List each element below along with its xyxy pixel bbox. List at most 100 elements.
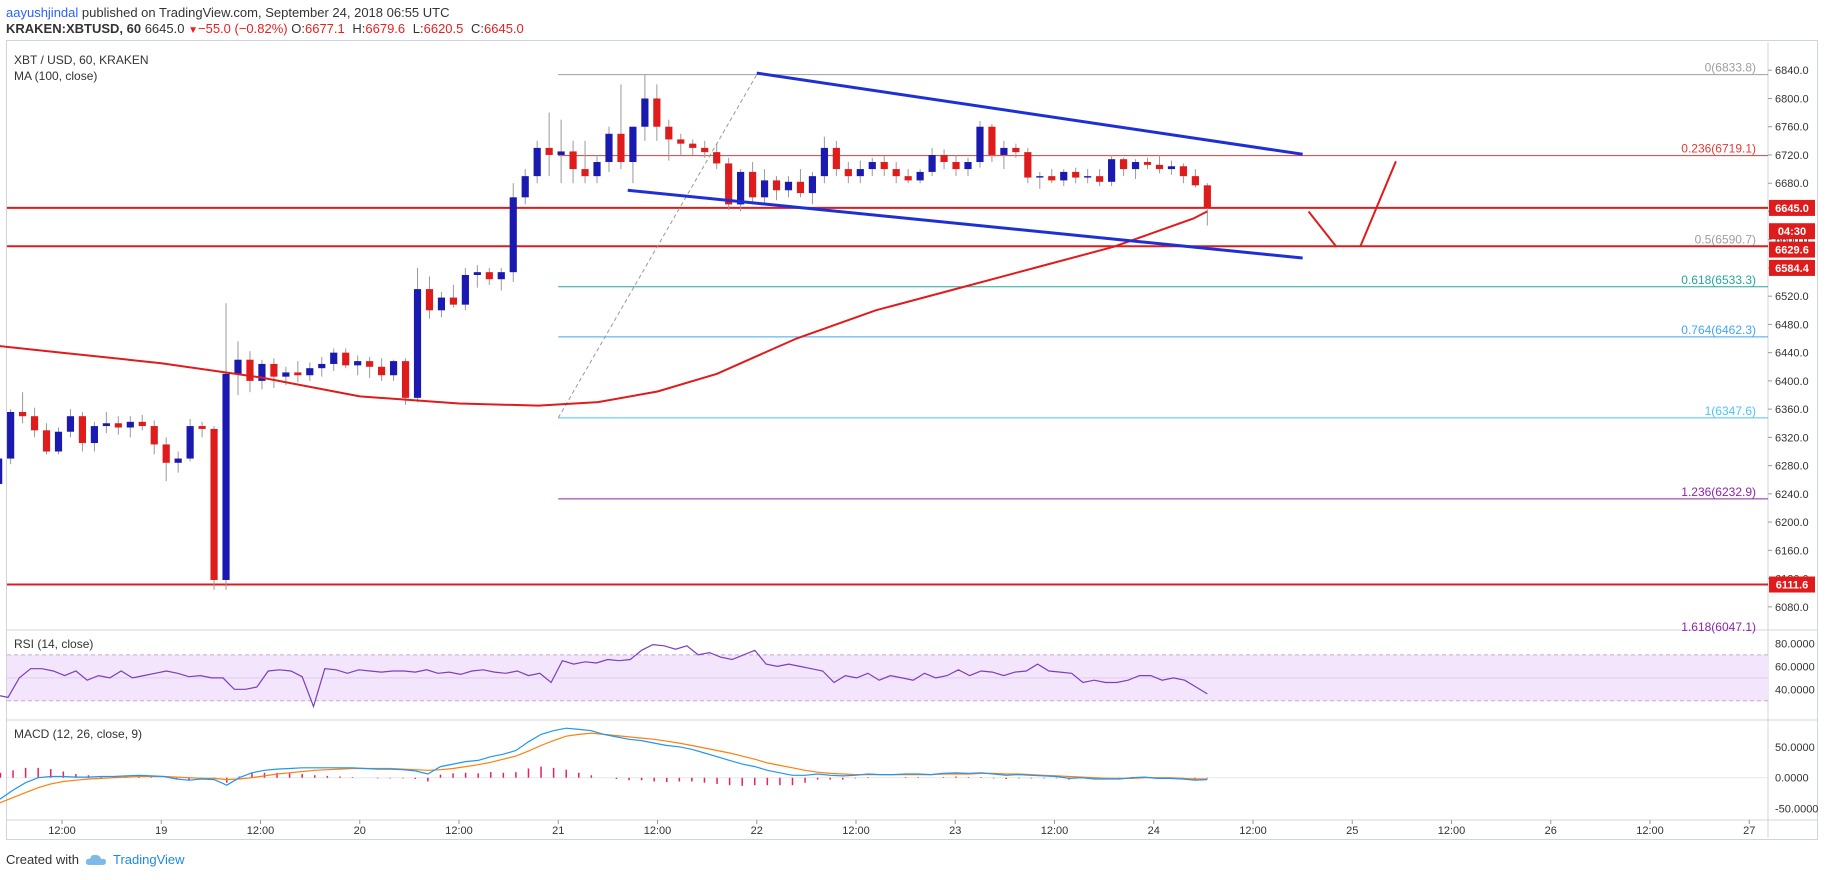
rsi-tick-label: 40.0000 [1775,684,1815,696]
candle-body [222,373,230,580]
tradingview-cloud-icon [85,854,106,865]
candle-body [246,359,254,381]
fib-level-label: 1(6347.6) [1705,404,1756,418]
close-label: C: [471,21,484,36]
candle-body [796,181,805,194]
x-tick-label: 23 [949,825,961,837]
candle-body [1203,185,1211,208]
price-axis-tag-label: 6645.0 [1775,203,1809,215]
candle-body [234,359,242,374]
candle-body [437,297,446,311]
candle-body [617,133,625,163]
fib-level-label: 0.236(6719.1) [1681,142,1756,156]
price-axis-tag [1769,199,1815,216]
candle-body [880,162,888,170]
y-tick-label: 6800.0 [1775,93,1809,105]
y-tick-label: 6520.0 [1775,291,1809,303]
x-tick-label: 19 [155,825,167,837]
y-tick-label: 6160.0 [1775,545,1809,557]
candle-body [820,147,828,177]
candle-body [54,431,63,452]
candle-body [42,430,51,452]
macd-tick-label: 0.0000 [1775,773,1809,785]
candle-body [629,126,637,163]
candle-body [748,171,757,198]
candle-body [713,152,721,164]
candle-body [0,458,3,484]
tradingview-brand[interactable]: TradingView [112,852,185,867]
candle-body [162,444,170,463]
macd-label: MACD (12, 26, close, 9) [14,727,142,741]
candle-body [342,352,350,366]
y-tick-label: 6360.0 [1775,404,1809,416]
x-tick-label: 12:00 [48,825,76,837]
candle-body [497,272,505,280]
candle-body [401,361,410,398]
author-link[interactable]: aayushjindal [6,5,79,20]
candle-body [78,416,87,444]
y-tick-label: 6080.0 [1775,602,1809,614]
y-tick-label: 6480.0 [1775,319,1809,331]
candle-body [258,363,266,381]
x-tick-label: 12:00 [1239,825,1267,837]
price-axis-tag-label: 04:30 [1778,226,1806,238]
candle-body [557,151,565,155]
candle-body [18,411,27,417]
candle-body [150,426,158,445]
rsi-tick-label: 80.0000 [1775,638,1815,650]
candle-body [1155,164,1164,170]
low-label: L: [412,21,424,36]
x-tick-label: 20 [354,825,366,837]
y-tick-label: 6400.0 [1775,376,1809,388]
channel-trend-line [756,71,1303,156]
close-value: 6645.0 [484,21,524,36]
candle-body [1096,176,1104,182]
candle-body [593,162,601,177]
candle-body [737,171,745,205]
candle-body [1191,176,1199,186]
price-axis-tag [1769,259,1815,276]
candle-body [30,416,39,431]
candle-body [509,197,517,273]
candle-body [988,126,996,155]
projection-up-line [1359,160,1397,248]
chart-header: aayushjindal published on TradingView.co… [0,0,1828,36]
published-text: published on TradingView.com, September … [78,5,450,20]
candle-body [605,133,613,163]
y-tick-label: 6680.0 [1775,178,1809,190]
fib-level-label: 1.236(6232.9) [1681,485,1756,499]
y-tick-label: 6440.0 [1775,348,1809,360]
price-change: −55.0 (−0.82%) [198,21,288,36]
x-tick-label: 12:00 [1041,825,1069,837]
candle-body [964,162,972,170]
candle-body [138,421,146,427]
candle-body [174,458,182,463]
rsi-tick-label: 60.0000 [1775,661,1815,673]
x-tick-label: 25 [1346,825,1358,837]
candle-body [1084,176,1092,178]
rsi-label: RSI (14, close) [14,637,93,651]
candle-body [330,352,338,364]
candle-body [760,180,769,198]
price-axis-tag [1769,223,1815,240]
footer: Created with TradingView [6,852,185,867]
open-label: O: [291,21,305,36]
pane-title: XBT / USD, 60, KRAKEN [14,53,149,67]
fib-trend-line [557,74,758,419]
last-price: 6645.0 [144,21,185,36]
candle-body [413,289,422,398]
candle-body [784,181,793,191]
macd-tick-label: -50.0000 [1775,804,1818,816]
fib-level-label: 0.764(6462.3) [1681,323,1756,337]
candle-body [772,180,781,191]
macd-line [0,727,1208,800]
candle-body [210,428,218,580]
candle-body [425,289,434,311]
price-axis-tag-label: 6584.4 [1775,263,1810,275]
price-axis-tag-label: 6111.6 [1776,580,1808,592]
y-tick-label: 6840.0 [1775,65,1809,77]
y-tick-label: 6760.0 [1775,122,1809,134]
x-tick-label: 21 [552,825,564,837]
candle-body [1036,176,1044,178]
